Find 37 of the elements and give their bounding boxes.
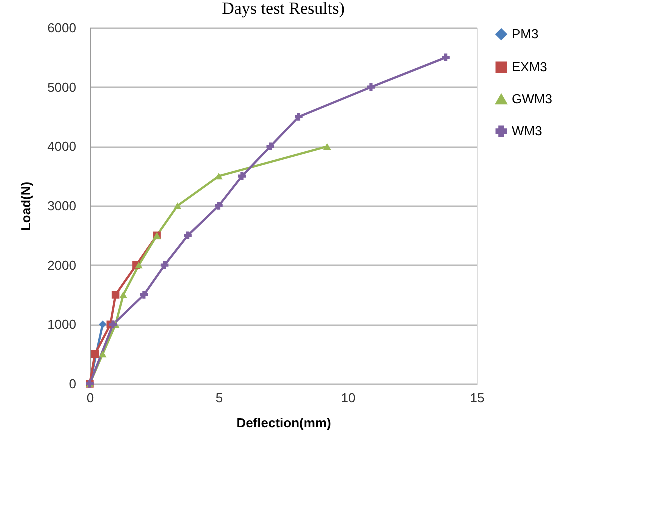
point [91, 350, 100, 358]
y-tick-label: 6000 [48, 20, 76, 36]
point [140, 291, 148, 299]
point [160, 261, 169, 270]
chart-title: Days test Results) [222, 0, 345, 18]
point [174, 202, 182, 210]
point [215, 202, 223, 210]
point [99, 350, 107, 358]
x-axis-title: Deflection(mm) [236, 416, 332, 430]
legend-label: GWM3 [512, 92, 552, 106]
point [135, 262, 143, 269]
y-axis-title: Load(N) [18, 182, 34, 232]
point [442, 54, 450, 62]
legend-label: EXM3 [512, 60, 548, 74]
x-tick-label: 0 [86, 390, 94, 406]
point [184, 232, 192, 240]
point [295, 113, 303, 121]
x-tick-label: 15 [470, 390, 485, 406]
point [112, 291, 120, 299]
point [109, 320, 118, 329]
y-tick-label: 0 [69, 376, 76, 392]
y-tick-label: 3000 [48, 198, 76, 214]
legend-label: PM3 [512, 26, 539, 42]
y-tick-label: 1000 [48, 317, 76, 332]
x-tick-label: 5 [216, 390, 224, 406]
point [323, 143, 332, 150]
y-tick-label: 2000 [48, 258, 76, 273]
point [238, 172, 246, 180]
point [266, 142, 274, 151]
point [120, 292, 128, 298]
point [215, 172, 223, 180]
y-tick-label: 4000 [48, 139, 76, 154]
legend-label: WM3 [512, 124, 542, 138]
y-tick-label: 5000 [48, 80, 76, 95]
point [99, 320, 107, 329]
point [367, 83, 376, 92]
x-tick-label: 10 [341, 390, 356, 406]
